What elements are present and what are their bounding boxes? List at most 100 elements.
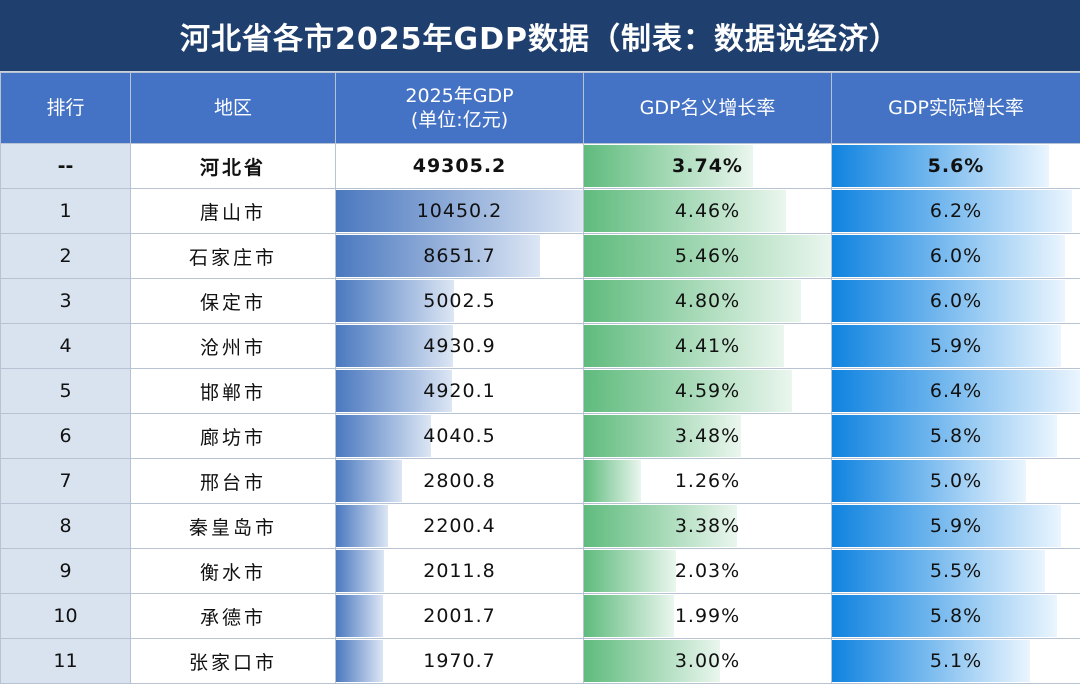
real-growth-cell: 6.0% <box>832 234 1080 279</box>
rank-cell: 3 <box>1 279 131 324</box>
nominal-growth-cell-value: 3.00% <box>584 650 831 672</box>
page-title: 河北省各市2025年GDP数据（制表：数据说经济） <box>0 0 1080 72</box>
nominal-growth-cell-value: 1.99% <box>584 605 831 627</box>
gdp-cell-value: 4930.9 <box>336 335 583 357</box>
real-growth-cell: 5.9% <box>832 324 1080 369</box>
real-growth-cell-value: 5.8% <box>832 425 1080 447</box>
real-growth-cell-value: 5.1% <box>832 650 1080 672</box>
gdp-cell: 8651.7 <box>336 234 584 279</box>
header-gdp: 2025年GDP (单位:亿元) <box>336 73 584 144</box>
gdp-cell-value: 5002.5 <box>336 290 583 312</box>
region-cell: 承德市 <box>131 594 336 639</box>
region-cell: 唐山市 <box>131 189 336 234</box>
gdp-cell-value: 2800.8 <box>336 470 583 492</box>
region-cell: 衡水市 <box>131 549 336 594</box>
gdp-cell-value: 4920.1 <box>336 380 583 402</box>
nominal-growth-cell: 2.03% <box>584 549 832 594</box>
real-growth-cell: 5.8% <box>832 414 1080 459</box>
gdp-cell-value: 1970.7 <box>336 650 583 672</box>
gdp-cell-value: 4040.5 <box>336 425 583 447</box>
table-header-row: 排行 地区 2025年GDP (单位:亿元) GDP名义增长率 GDP实际增长率 <box>1 73 1080 144</box>
gdp-cell: 2011.8 <box>336 549 584 594</box>
rank-cell: 11 <box>1 639 131 684</box>
header-gdp-unit: (单位:亿元) <box>336 108 583 132</box>
rank-cell: 4 <box>1 324 131 369</box>
rank-cell: 9 <box>1 549 131 594</box>
gdp-cell: 4930.9 <box>336 324 584 369</box>
nominal-growth-cell: 3.48% <box>584 414 832 459</box>
real-growth-cell-value: 6.4% <box>832 380 1080 402</box>
nominal-growth-cell: 4.46% <box>584 189 832 234</box>
gdp-cell: 1970.7 <box>336 639 584 684</box>
region-cell: 河北省 <box>131 144 336 189</box>
gdp-cell: 5002.5 <box>336 279 584 324</box>
region-cell: 保定市 <box>131 279 336 324</box>
real-growth-cell: 6.2% <box>832 189 1080 234</box>
real-growth-cell: 5.5% <box>832 549 1080 594</box>
nominal-growth-cell-value: 3.74% <box>584 155 831 177</box>
region-cell: 张家口市 <box>131 639 336 684</box>
real-growth-cell-value: 6.0% <box>832 290 1080 312</box>
region-cell: 廊坊市 <box>131 414 336 459</box>
gdp-cell: 2200.4 <box>336 504 584 549</box>
rank-cell: -- <box>1 144 131 189</box>
real-growth-cell-value: 5.8% <box>832 605 1080 627</box>
rank-cell: 7 <box>1 459 131 504</box>
region-cell: 秦皇岛市 <box>131 504 336 549</box>
nominal-growth-cell: 5.46% <box>584 234 832 279</box>
gdp-cell-value: 49305.2 <box>336 155 583 177</box>
nominal-growth-cell-value: 3.38% <box>584 515 831 537</box>
nominal-growth-cell: 3.74% <box>584 144 832 189</box>
region-cell: 石家庄市 <box>131 234 336 279</box>
gdp-table: 排行 地区 2025年GDP (单位:亿元) GDP名义增长率 GDP实际增长率… <box>0 72 1080 684</box>
rank-cell: 6 <box>1 414 131 459</box>
nominal-growth-cell: 4.41% <box>584 324 832 369</box>
nominal-growth-cell: 4.59% <box>584 369 832 414</box>
gdp-cell-value: 2001.7 <box>336 605 583 627</box>
real-growth-cell-value: 5.6% <box>832 155 1080 177</box>
real-growth-cell: 5.1% <box>832 639 1080 684</box>
gdp-cell-value: 2011.8 <box>336 560 583 582</box>
gdp-cell: 10450.2 <box>336 189 584 234</box>
header-gdp-title: 2025年GDP <box>336 84 583 108</box>
nominal-growth-cell-value: 2.03% <box>584 560 831 582</box>
nominal-growth-cell: 1.26% <box>584 459 832 504</box>
nominal-growth-cell-value: 5.46% <box>584 245 831 267</box>
header-nominal-growth: GDP名义增长率 <box>584 73 832 144</box>
real-growth-cell-value: 5.5% <box>832 560 1080 582</box>
gdp-cell-value: 10450.2 <box>336 200 583 222</box>
real-growth-cell-value: 5.9% <box>832 515 1080 537</box>
header-rank: 排行 <box>1 73 131 144</box>
gdp-cell: 4920.1 <box>336 369 584 414</box>
gdp-cell: 2800.8 <box>336 459 584 504</box>
real-growth-cell-value: 5.9% <box>832 335 1080 357</box>
nominal-growth-cell: 3.38% <box>584 504 832 549</box>
real-growth-cell: 5.8% <box>832 594 1080 639</box>
nominal-growth-cell-value: 1.26% <box>584 470 831 492</box>
real-growth-cell: 6.4% <box>832 369 1080 414</box>
real-growth-cell: 5.9% <box>832 504 1080 549</box>
nominal-growth-cell: 3.00% <box>584 639 832 684</box>
header-region: 地区 <box>131 73 336 144</box>
gdp-cell: 4040.5 <box>336 414 584 459</box>
rank-cell: 8 <box>1 504 131 549</box>
real-growth-cell: 6.0% <box>832 279 1080 324</box>
real-growth-cell: 5.0% <box>832 459 1080 504</box>
nominal-growth-cell: 1.99% <box>584 594 832 639</box>
rank-cell: 10 <box>1 594 131 639</box>
header-real-growth: GDP实际增长率 <box>832 73 1080 144</box>
rank-cell: 1 <box>1 189 131 234</box>
gdp-cell-value: 8651.7 <box>336 245 583 267</box>
